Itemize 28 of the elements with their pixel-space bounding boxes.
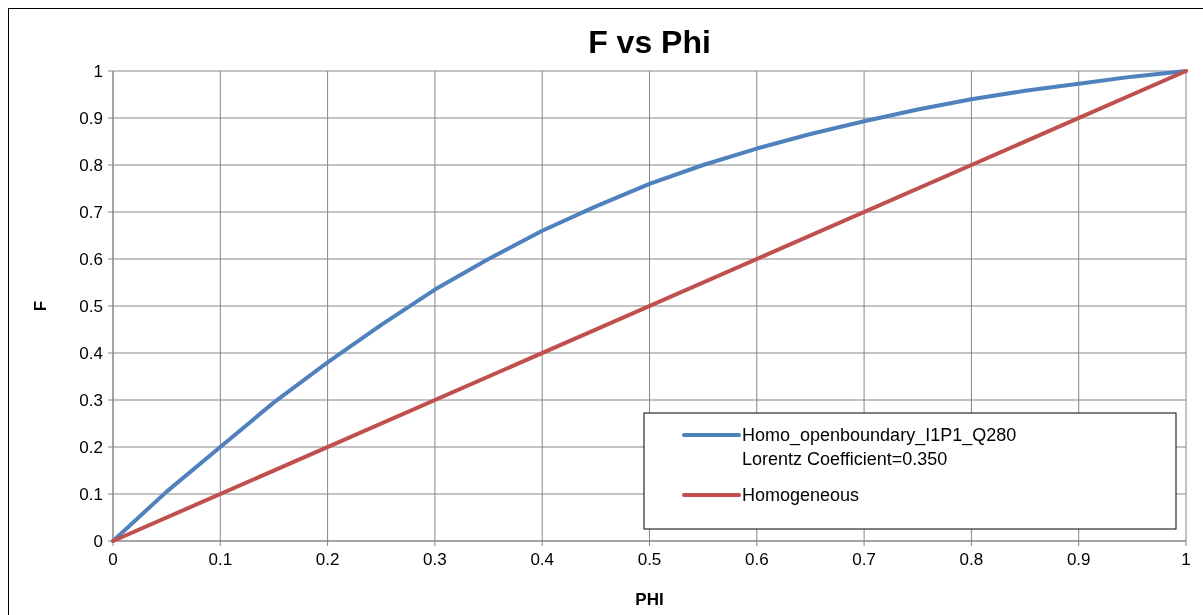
x-tick-label: 0.7 bbox=[852, 550, 876, 569]
y-tick-label: 0.7 bbox=[79, 203, 103, 222]
y-tick-label: 0.2 bbox=[79, 438, 103, 457]
y-tick-label: 0.9 bbox=[79, 109, 103, 128]
y-tick-label: 0.4 bbox=[79, 344, 103, 363]
x-tick-label: 1 bbox=[1181, 550, 1191, 569]
x-tick-label: 0 bbox=[108, 550, 118, 569]
x-tick-label: 0.3 bbox=[423, 550, 447, 569]
x-tick-label: 0.1 bbox=[208, 550, 233, 569]
y-tick-label: 1 bbox=[93, 62, 103, 81]
x-axis-title: PHI bbox=[635, 590, 664, 609]
legend-label: Homo_openboundary_I1P1_Q280 Lorentz Coefficient=0.350 bbox=[742, 425, 1017, 469]
chart-title: F vs Phi bbox=[588, 24, 711, 60]
y-tick-label: 0.6 bbox=[79, 250, 103, 269]
y-tick-label: 0.3 bbox=[79, 391, 103, 410]
x-tick-label: 0.4 bbox=[530, 550, 555, 569]
y-tick-label: 0.5 bbox=[79, 297, 103, 316]
x-tick-label: 0.8 bbox=[959, 550, 984, 569]
x-tick-label: 0.9 bbox=[1066, 550, 1091, 569]
x-tick-label: 0.6 bbox=[744, 550, 769, 569]
legend-label: Homogeneous bbox=[742, 485, 860, 505]
x-tick-label: 0.2 bbox=[315, 550, 340, 569]
y-tick-label: 0.8 bbox=[79, 156, 103, 175]
y-tick-label: 0 bbox=[93, 532, 103, 551]
line-series bbox=[111, 69, 1188, 543]
x-tick-label: 0.5 bbox=[637, 550, 662, 569]
y-tick-label: 0.1 bbox=[79, 485, 103, 504]
y-axis-title: F bbox=[31, 300, 50, 312]
